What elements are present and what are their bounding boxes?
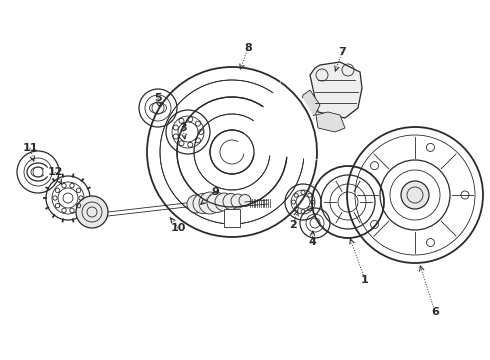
Circle shape xyxy=(239,194,251,207)
Circle shape xyxy=(199,192,221,214)
Circle shape xyxy=(231,194,245,208)
Wedge shape xyxy=(232,80,320,160)
Text: 10: 10 xyxy=(171,223,186,233)
Text: 12: 12 xyxy=(47,167,63,177)
Text: 5: 5 xyxy=(154,93,162,103)
Text: 1: 1 xyxy=(361,275,369,285)
Circle shape xyxy=(193,194,213,213)
Circle shape xyxy=(223,194,239,210)
Text: 6: 6 xyxy=(431,307,439,317)
Bar xyxy=(224,209,240,227)
Circle shape xyxy=(207,193,227,212)
Text: 11: 11 xyxy=(22,143,38,153)
Polygon shape xyxy=(300,90,320,118)
Text: 8: 8 xyxy=(244,43,252,53)
Polygon shape xyxy=(316,112,345,132)
Circle shape xyxy=(401,181,429,209)
Polygon shape xyxy=(310,62,362,118)
Circle shape xyxy=(215,193,233,211)
Text: 4: 4 xyxy=(308,237,316,247)
Circle shape xyxy=(76,196,108,228)
Text: 2: 2 xyxy=(289,220,297,230)
Text: 9: 9 xyxy=(211,187,219,197)
Circle shape xyxy=(187,195,205,213)
Text: 3: 3 xyxy=(179,123,187,133)
Text: 7: 7 xyxy=(338,47,346,57)
